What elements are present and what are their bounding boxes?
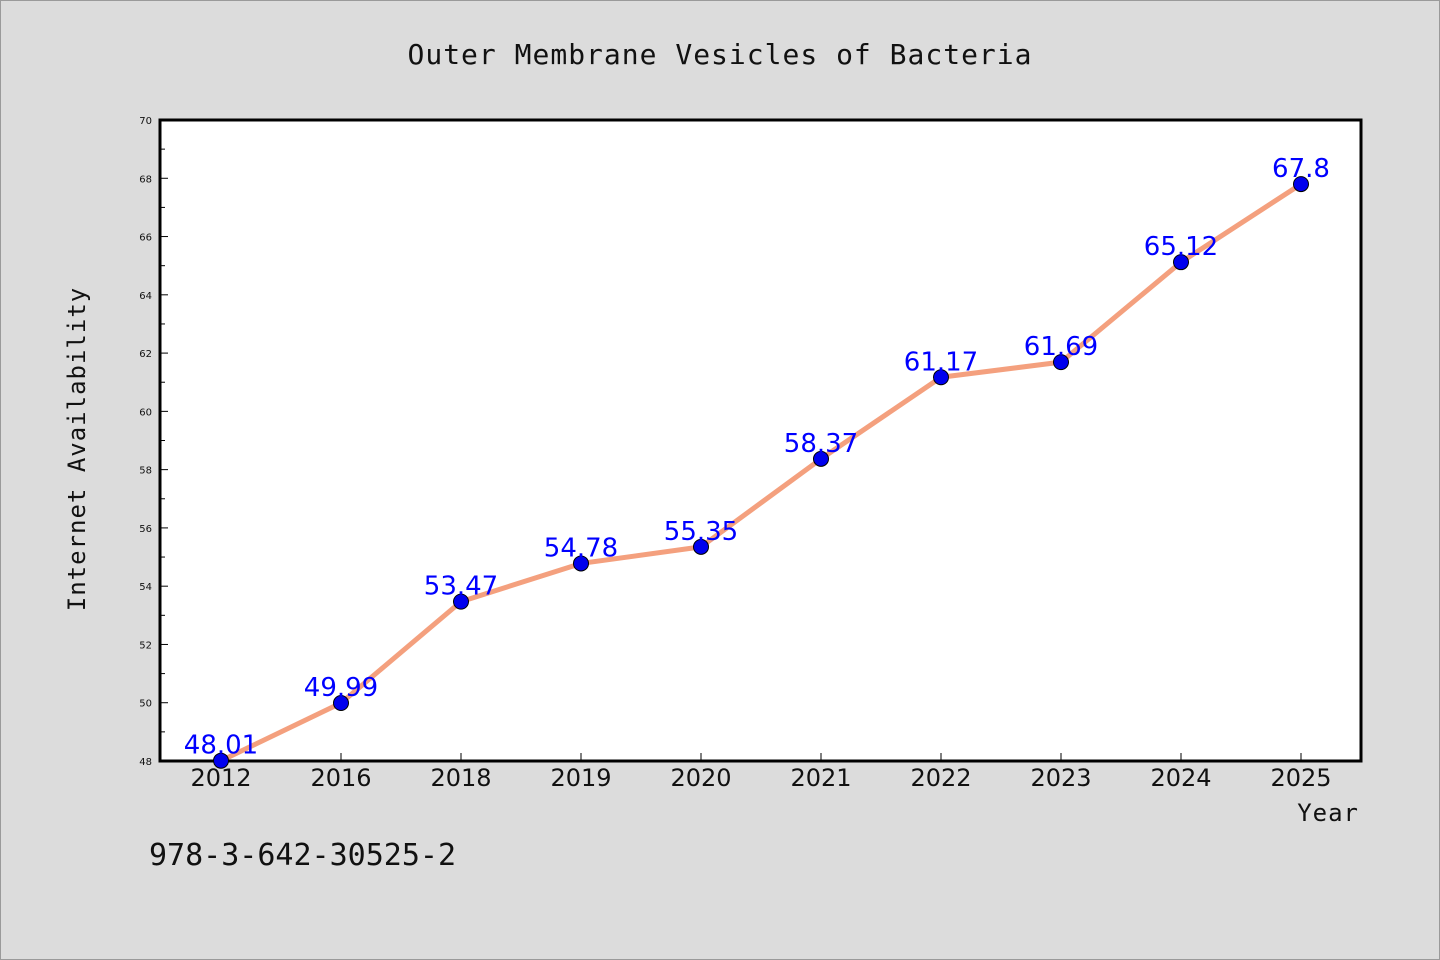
data-point: [453, 593, 469, 610]
y-tick-label: 54: [139, 582, 152, 593]
y-tick-label: 70: [139, 116, 152, 127]
x-tick-label: 2020: [670, 764, 731, 792]
y-tick-label: 66: [139, 233, 152, 244]
data-point: [813, 450, 829, 467]
data-label: 67.8: [1272, 154, 1330, 184]
data-labels: 48.01 49.99 53.47 54.78 55.35 58.37 61.17 61.69…: [184, 154, 1330, 761]
y-tick-label: 50: [139, 699, 152, 710]
y-axis-label: Internet Availability: [63, 287, 91, 611]
series-line: [219, 182, 1303, 763]
data-point: [1053, 354, 1069, 371]
data-label: 61.69: [1024, 332, 1098, 362]
footnote-isbn: 978-3-642-30525-2: [149, 838, 456, 873]
x-tick-label: 2025: [1270, 764, 1331, 792]
data-label: 53.47: [424, 572, 498, 602]
x-tick-label: 2023: [1030, 764, 1091, 792]
x-tick-label: 2024: [1150, 764, 1211, 792]
x-tick-label: 2016: [310, 764, 371, 792]
plot-area: [158, 118, 1363, 763]
data-point: [573, 555, 589, 572]
y-tick-label: 56: [139, 524, 152, 535]
data-label: 61.17: [904, 347, 978, 377]
y-tick-label: 52: [139, 640, 152, 651]
data-label: 58.37: [784, 429, 858, 459]
x-tick-label: 2019: [550, 764, 611, 792]
y-tick-label: 48: [139, 757, 152, 768]
data-point: [693, 538, 709, 555]
data-label: 49.99: [304, 673, 378, 703]
y-tick-label: 58: [139, 466, 152, 477]
y-axis: 48 50 52 54 56 58 60 62 64 66 68 70: [139, 116, 168, 768]
data-point: [213, 752, 229, 769]
y-tick-label: 68: [139, 174, 152, 185]
x-axis: 2012 2016 2018 2019 2020 2021 2022 2023 2024 2025: [190, 753, 1332, 792]
y-tick-label: 60: [139, 407, 152, 418]
data-point: [1293, 176, 1309, 193]
chart-title: Outer Membrane Vesicles of Bacteria: [407, 38, 1032, 71]
y-tick-label: 62: [139, 349, 152, 360]
x-tick-label: 2018: [430, 764, 491, 792]
y-tick-label: 64: [139, 291, 152, 302]
data-point: [933, 369, 949, 386]
x-tick-label: 2022: [910, 764, 971, 792]
x-tick-label: 2021: [790, 764, 851, 792]
data-label: 54.78: [544, 533, 618, 563]
data-label: 65.12: [1144, 232, 1218, 262]
data-label: 48.01: [184, 731, 258, 761]
data-markers: [213, 176, 1309, 769]
data-point: [1173, 254, 1189, 271]
x-axis-label: Year: [1297, 799, 1359, 827]
data-label: 55.35: [664, 517, 738, 547]
data-point: [333, 695, 349, 712]
